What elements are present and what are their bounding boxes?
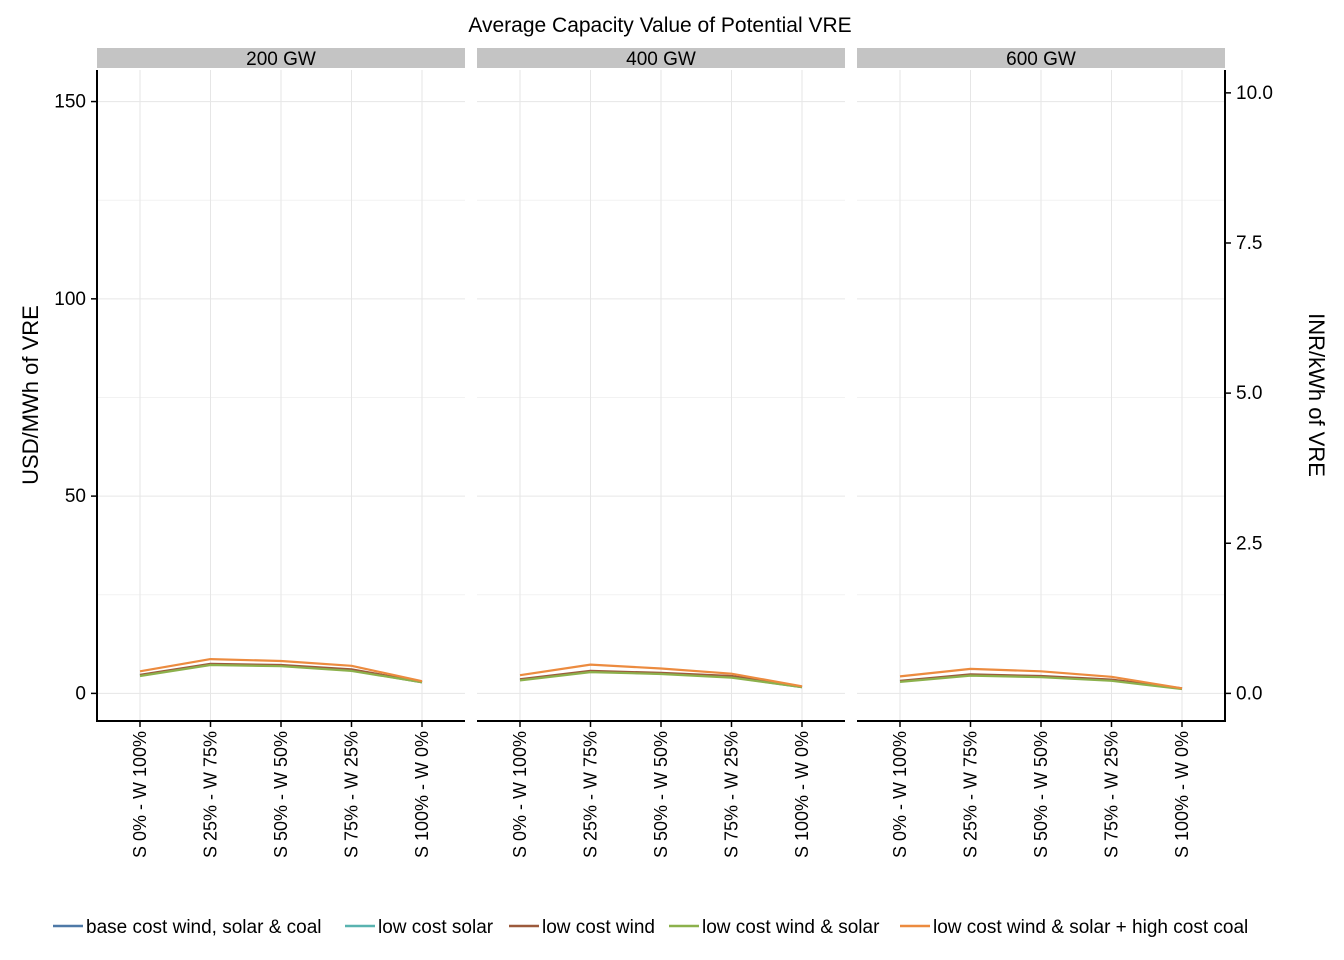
x-tick-label: S 75% - W 25% (342, 731, 362, 858)
facet-strip-400-gw (477, 48, 845, 68)
series-line-low-cost-wind-solar-high-cost-coal (519, 663, 803, 688)
facet-strip-label: 600 GW (1006, 49, 1076, 70)
series-line-low-cost-wind-solar (139, 663, 423, 684)
y-tick-label: 100 (54, 289, 86, 310)
x-tick-label: S 0% - W 100% (130, 731, 150, 858)
facet-strip-label: 400 GW (626, 49, 696, 70)
x-tick-label: S 50% - W 50% (271, 731, 291, 858)
secondary-y-tick-label: 5.0 (1236, 383, 1262, 404)
x-tick-label: S 75% - W 25% (722, 731, 742, 858)
x-tick-label: S 0% - W 100% (510, 731, 530, 858)
panel-200-gw: 200 GW S 0% - W 100% S 25% - W 75% S 50% - … (97, 48, 465, 858)
secondary-y-tick-label: 0.0 (1236, 683, 1262, 704)
x-tick-label: S 100% - W 0% (412, 731, 432, 858)
secondary-y-axis-label: INR/kWh of VRE (1304, 313, 1329, 477)
legend-item-low-cost-wind-solar-high-cost-coal: low cost wind & solar + high cost coal (900, 917, 1248, 938)
legend-label: low cost wind & solar (702, 917, 880, 938)
legend-label: low cost wind & solar + high cost coal (933, 917, 1248, 938)
x-tick-label: S 25% - W 75% (201, 731, 221, 858)
panel-600-gw: 600 GW S 0% - W 100% S 25% - W 75% S 50% - … (857, 48, 1225, 858)
x-tick-label: S 100% - W 0% (792, 731, 812, 858)
series-line-low-cost-wind (139, 662, 423, 683)
x-tick-label: S 50% - W 50% (1031, 731, 1051, 858)
facet-strip-200-gw (97, 48, 465, 68)
secondary-y-tick-label: 2.5 (1236, 533, 1262, 554)
legend-item-low-cost-solar: low cost solar (345, 917, 494, 938)
axes: 0 50 100 150 0.0 2.5 5.0 7.5 10.0 (54, 70, 1273, 722)
facet-panels: 200 GW S 0% - W 100% S 25% - W 75% S 50% - … (97, 48, 1225, 858)
facet-strip-label: 200 GW (246, 49, 316, 70)
legend-label: low cost wind (542, 917, 655, 938)
legend-label: base cost wind, solar & coal (86, 917, 322, 938)
legend-item-low-cost-wind: low cost wind (509, 917, 655, 938)
panel-400-gw: 400 GW S 0% - W 100% S 25% - W 75% S 50% - … (477, 48, 845, 858)
y-tick-label: 0 (75, 683, 86, 704)
legend-item-base-cost-wind-solar-coal: base cost wind, solar & coal (53, 917, 322, 938)
x-tick-label: S 75% - W 25% (1102, 731, 1122, 858)
series-line-low-cost-wind-solar-high-cost-coal (899, 667, 1183, 690)
x-tick-label: S 50% - W 50% (651, 731, 671, 858)
legend-label: low cost solar (378, 917, 494, 938)
y-axis-label: USD/MWh of VRE (18, 305, 43, 485)
series-line-low-cost-wind-solar (899, 674, 1183, 691)
x-tick-label: S 100% - W 0% (1172, 731, 1192, 858)
facet-strip-600-gw (857, 48, 1225, 68)
x-tick-label: S 25% - W 75% (961, 731, 981, 858)
chart-title: Average Capacity Value of Potential VRE (468, 14, 851, 37)
secondary-y-tick-label: 10.0 (1236, 83, 1273, 104)
series-line-low-cost-wind-solar-high-cost-coal (139, 657, 423, 683)
x-tick-label: S 25% - W 75% (581, 731, 601, 858)
secondary-y-tick-label: 7.5 (1236, 233, 1262, 254)
legend: base cost wind, solar & coal low cost sol… (53, 917, 1248, 938)
series-line-low-cost-wind-solar (519, 670, 803, 689)
y-tick-label: 50 (65, 486, 86, 507)
x-tick-label: S 0% - W 100% (890, 731, 910, 858)
legend-item-low-cost-wind-solar: low cost wind & solar (669, 917, 880, 938)
y-tick-label: 150 (54, 92, 86, 113)
